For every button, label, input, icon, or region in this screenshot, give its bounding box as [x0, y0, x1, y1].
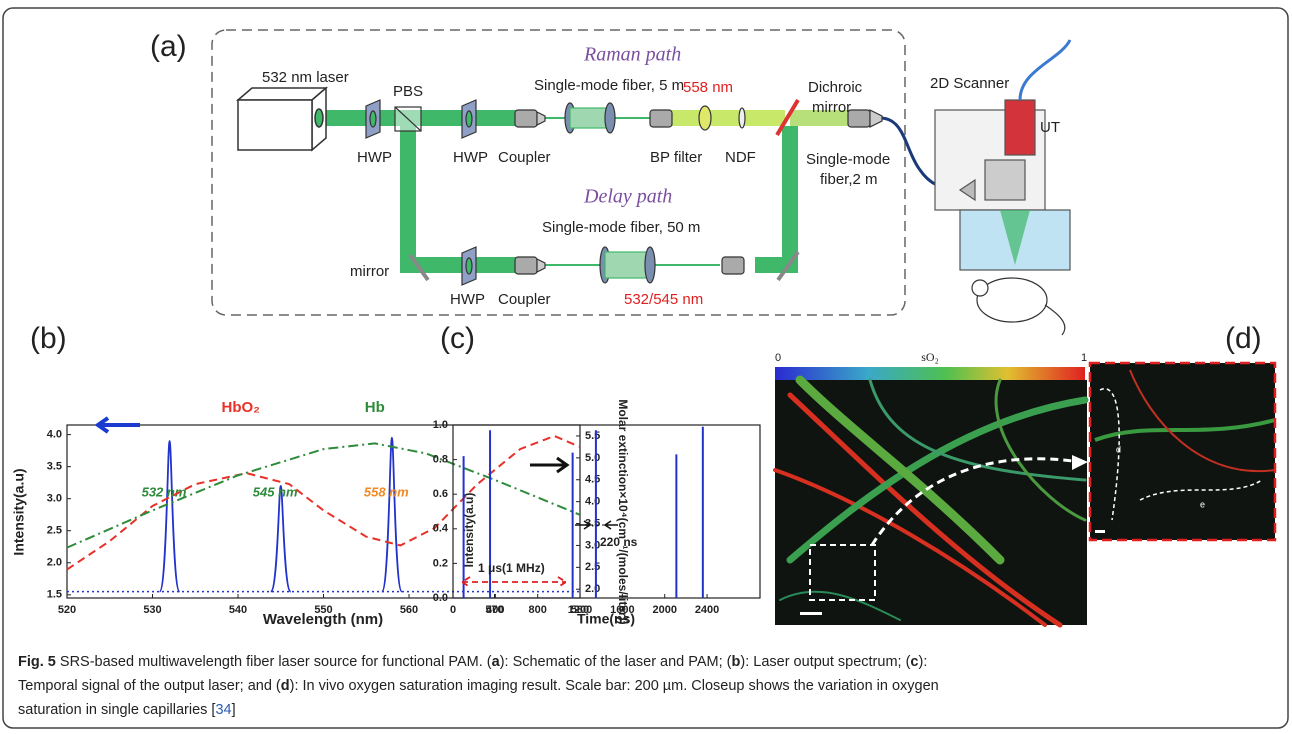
series-label: Hb	[365, 399, 385, 416]
arrow	[98, 418, 140, 432]
spectrum-peak	[271, 486, 291, 592]
y-axis-title: Intensity(a.u)	[11, 468, 27, 555]
panel-label: (a)	[150, 30, 187, 63]
caption-text: ):	[919, 654, 928, 670]
y-tick-label: 2.5	[47, 525, 62, 537]
x-axis-title: Wavelength (nm)	[263, 611, 383, 628]
x-axis-title: Time(ns)	[577, 611, 635, 627]
y-tick-label: 0.4	[433, 523, 449, 535]
label: Raman path	[583, 44, 681, 66]
label: mirror	[812, 99, 851, 116]
closeup-label: d	[1116, 444, 1121, 454]
arrow	[462, 577, 566, 587]
panel-label: (c)	[440, 322, 475, 355]
label: NDF	[725, 149, 756, 166]
arrow	[530, 458, 567, 472]
oxygen-image	[775, 363, 1275, 625]
label: Coupler	[498, 149, 551, 166]
annotation: 220 ns	[600, 535, 638, 549]
label: Coupler	[498, 291, 551, 308]
label: PBS	[393, 83, 423, 100]
x-tick-label: 530	[143, 604, 161, 616]
y2-axis-title: Molar extinction×10⁴(cm⁻¹/(moles/liter))	[616, 399, 630, 624]
x-tick-label: 2000	[652, 604, 676, 616]
colorbar-label: 0	[775, 352, 781, 364]
y2-tick-label: 5.0	[585, 452, 600, 464]
y-tick-label: 1.5	[47, 589, 62, 601]
spectrum-peak	[382, 438, 402, 592]
caption-text: saturation in single capillaries [	[18, 702, 215, 718]
label: 558 nm	[683, 79, 733, 96]
reference[interactable]: 34	[215, 702, 231, 718]
x-tick-label: 520	[58, 604, 76, 616]
label: HWP	[453, 149, 488, 166]
caption-text: ): Laser output spectrum; (	[740, 654, 910, 670]
label: HWP	[450, 291, 485, 308]
label: 532 nm laser	[262, 69, 349, 86]
caption-text: a	[492, 654, 500, 670]
label: mirror	[350, 263, 389, 280]
panel-label: (d)	[1225, 322, 1262, 355]
y2-tick-label: 2.5	[585, 561, 600, 573]
caption: Fig. 5 SRS-based multiwavelength fiber l…	[18, 650, 939, 722]
caption-text: SRS-based multiwavelength fiber laser so…	[56, 654, 492, 670]
label: Dichroic	[808, 79, 863, 96]
label: Single-mode	[806, 151, 890, 168]
label: Delay path	[583, 186, 672, 208]
y-tick-label: 1.0	[433, 419, 448, 431]
y-tick-label: 0.0	[433, 592, 448, 604]
series-label: HbO₂	[222, 399, 260, 416]
caption-text: ): In vivo oxygen saturation imaging res…	[290, 678, 939, 694]
y-tick-label: 0.8	[433, 454, 448, 466]
label: fiber,2 m	[820, 171, 878, 188]
label: Single-mode fiber, 50 m	[542, 219, 700, 236]
caption-text: d	[281, 678, 290, 694]
y-tick-label: 3.0	[47, 493, 62, 505]
y2-tick-label: 4.5	[585, 474, 600, 486]
y2-tick-label: 2.0	[585, 583, 600, 595]
x-tick-label: 0	[450, 604, 456, 616]
colorbar-label: 1	[1081, 352, 1087, 364]
label: 2D Scanner	[930, 75, 1009, 92]
y2-tick-label: 5.5	[585, 430, 600, 442]
y-tick-label: 2.0	[47, 557, 62, 569]
y-tick-label: 3.5	[47, 461, 62, 473]
y-tick-label: 0.2	[433, 557, 448, 569]
figure: (a) 532 nm laser PBS HWP HWP HWP Coupler…	[0, 0, 1292, 734]
label: BP filter	[650, 149, 702, 166]
label: 532/545 nm	[624, 291, 703, 308]
panel-label: (b)	[30, 322, 67, 355]
label: HWP	[357, 149, 392, 166]
series-line	[67, 436, 580, 570]
y2-tick-label: 4.0	[585, 496, 600, 508]
label: Single-mode fiber, 5 m	[534, 77, 684, 94]
caption-line: Fig. 5 SRS-based multiwavelength fiber l…	[18, 650, 939, 674]
label: UT	[1040, 119, 1060, 136]
y-tick-label: 0.6	[433, 488, 448, 500]
caption-text: Temporal signal of the output laser; and…	[18, 678, 281, 694]
y2-tick-label: 3.0	[585, 539, 600, 551]
y-tick-label: 4.0	[47, 429, 62, 441]
peak-label: 558 nm	[364, 484, 409, 499]
caption-line: saturation in single capillaries [34]	[18, 698, 939, 722]
annotation: 1 μs(1 MHz)	[478, 561, 545, 575]
figure-graphic: (a) 532 nm laser PBS HWP HWP HWP Coupler…	[0, 0, 1292, 734]
spectrum-peak	[160, 441, 180, 592]
x-tick-label: 800	[529, 604, 547, 616]
x-tick-label: 560	[400, 604, 418, 616]
colorbar-title: sO₂	[921, 350, 939, 364]
x-tick-label: 540	[229, 604, 247, 616]
closeup-label: e	[1200, 499, 1205, 509]
x-tick-label: 2400	[695, 604, 719, 616]
caption-text: ): Schematic of the laser and PAM; (	[500, 654, 732, 670]
x-tick-label: 400	[486, 604, 504, 616]
caption-text: c	[910, 654, 918, 670]
caption-line: Temporal signal of the output laser; and…	[18, 674, 939, 698]
fig-label: Fig. 5	[18, 654, 56, 670]
caption-text: ]	[232, 702, 236, 718]
laser-box	[238, 88, 326, 150]
